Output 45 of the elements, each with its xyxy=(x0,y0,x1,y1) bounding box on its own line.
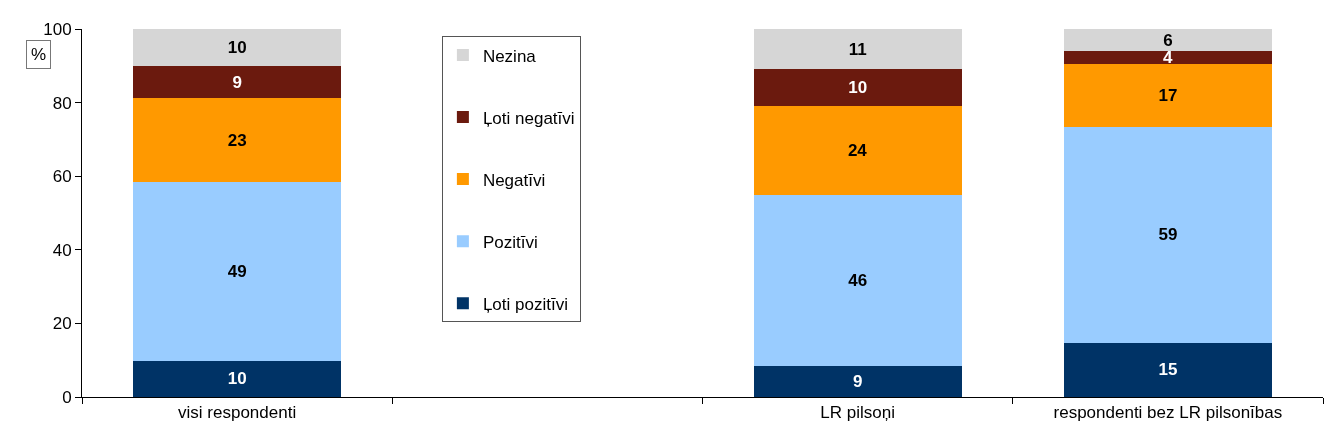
data-label: 15 xyxy=(1158,360,1178,380)
bar xyxy=(753,106,962,195)
data-label: 10 xyxy=(848,78,868,98)
data-label: 10 xyxy=(227,369,247,389)
bar xyxy=(1063,29,1272,52)
data-label: 11 xyxy=(848,39,867,59)
data-label: 6 xyxy=(1163,30,1173,50)
x-tick-label: LR pilsoņi xyxy=(820,403,895,423)
bar xyxy=(1063,63,1272,127)
data-label: 23 xyxy=(227,130,247,150)
bar xyxy=(133,66,342,99)
bar xyxy=(133,360,342,397)
y-tick-label: 60 xyxy=(52,167,72,187)
data-label: 59 xyxy=(1158,225,1178,245)
x-tick-label: respondenti bez LR pilsonības xyxy=(1053,403,1283,423)
data-label: 46 xyxy=(848,270,868,290)
bar xyxy=(753,69,962,107)
y-tick-label: 80 xyxy=(52,93,72,113)
data-label: 9 xyxy=(232,72,242,92)
data-label: 10 xyxy=(227,38,247,58)
legend-label: Ļoti negatīvi xyxy=(482,108,575,128)
bar xyxy=(133,182,342,361)
legend-label: Negatīvi xyxy=(482,170,546,190)
bar xyxy=(1063,126,1272,343)
y-tick-label: 20 xyxy=(52,314,72,334)
legend-label: Pozitīvi xyxy=(482,232,538,252)
y-tick-label: 100 xyxy=(43,19,72,39)
bar xyxy=(133,98,342,183)
bar xyxy=(753,365,962,397)
bar xyxy=(753,194,962,366)
data-label: 24 xyxy=(847,141,868,161)
data-label: 4 xyxy=(1162,48,1173,68)
y-axis-title: % xyxy=(31,45,47,64)
data-label: 17 xyxy=(1158,85,1178,105)
legend-label: Ļoti pozitīvi xyxy=(482,294,568,314)
legend-label: Nezina xyxy=(482,46,537,66)
data-label: 9 xyxy=(852,371,863,391)
bar xyxy=(133,29,342,67)
y-tick-label: 40 xyxy=(52,240,72,260)
bar xyxy=(1063,342,1272,397)
bar xyxy=(753,29,962,70)
data-label: 49 xyxy=(227,262,247,282)
x-tick-label: visi respondenti xyxy=(178,403,297,423)
bar xyxy=(1063,51,1272,64)
y-tick-label: 0 xyxy=(62,387,72,407)
